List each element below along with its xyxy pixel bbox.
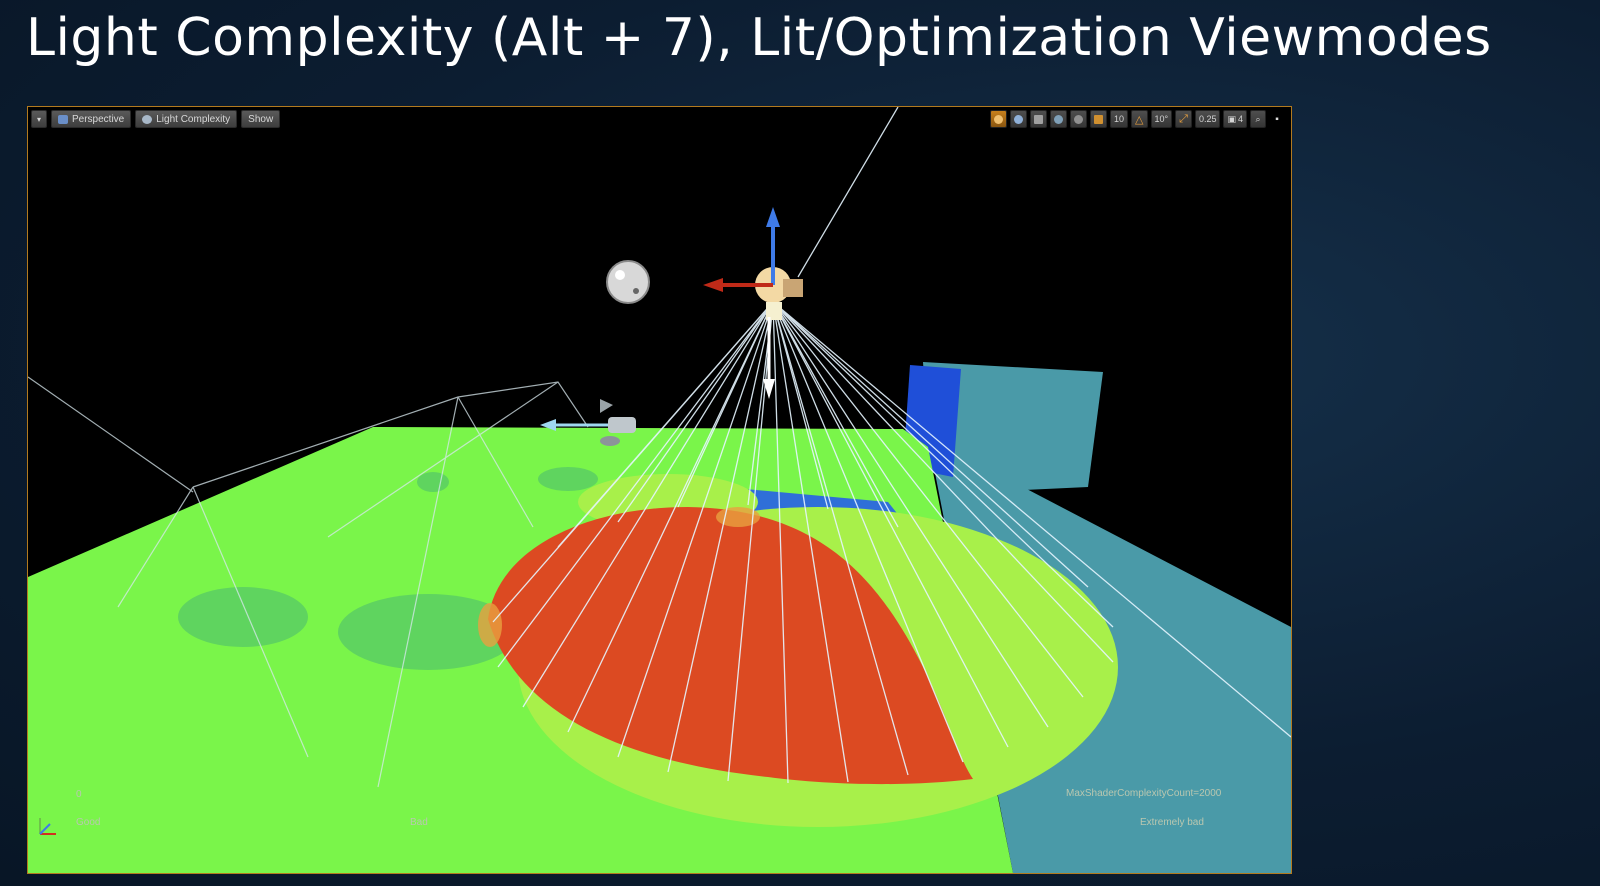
player-start-icon[interactable]	[608, 417, 636, 433]
secondary-light-wireframe	[28, 376, 589, 788]
viewmode-label: Light Complexity	[156, 113, 231, 125]
max-shader-complexity-label: MaxShaderComplexityCount=2000	[1066, 788, 1222, 799]
translate-icon	[994, 114, 1004, 124]
scale-icon	[1034, 114, 1044, 124]
perspective-label: Perspective	[72, 113, 125, 125]
camera-icon: ▣	[1227, 113, 1236, 124]
maximize-viewport-button[interactable]: ⌕	[1250, 110, 1266, 128]
camera-speed-button[interactable]: ▣ 4	[1223, 110, 1247, 128]
restore-icon: ▪	[1275, 113, 1279, 125]
viewmode-button[interactable]: Light Complexity	[135, 110, 238, 128]
sphere-reflection-capture[interactable]	[606, 260, 650, 304]
player-start-base	[600, 436, 620, 446]
legend-good-label: Good	[76, 817, 101, 828]
viewmode-icon	[142, 114, 153, 124]
camera-speed-label: 4	[1237, 114, 1243, 124]
player-start-actor[interactable]	[540, 399, 636, 446]
restore-viewport-button[interactable]: ▪	[1269, 110, 1285, 128]
maximize-icon: ⌕	[1255, 113, 1261, 124]
mesh-patch-1	[178, 587, 308, 647]
surface-snap-button[interactable]	[1070, 110, 1088, 128]
orange-edge-top	[716, 507, 760, 527]
rotation-snap-value-label: 10°	[1154, 114, 1169, 124]
spotlight-cone-indicator	[766, 302, 782, 320]
legend-extremely-bad-label: Extremely bad	[1140, 817, 1204, 828]
scale-snap-value-label: 0.25	[1198, 114, 1217, 124]
gizmo-x-arrow[interactable]	[703, 278, 723, 292]
grid-snap-value-label: 10	[1114, 114, 1125, 124]
slide-title: Light Complexity (Alt + 7), Lit/Optimiza…	[26, 8, 1492, 68]
viewport-toolbar-left: ▾ Perspective Light Complexity Show	[31, 110, 281, 128]
player-start-flag	[600, 399, 613, 413]
scale-snap-icon: ⤢	[1179, 112, 1188, 125]
scale-snap-toggle[interactable]: ⤢	[1175, 110, 1192, 128]
spotlight-body	[783, 279, 803, 297]
rotate-mode-button[interactable]	[1010, 110, 1028, 128]
axis-indicator	[39, 818, 56, 835]
chevron-down-icon: ▾	[36, 114, 41, 124]
spotlight-actor[interactable]	[703, 207, 803, 399]
show-button[interactable]: Show	[241, 110, 281, 128]
scale-mode-button[interactable]	[1030, 110, 1048, 128]
mesh-patch-4	[538, 467, 598, 491]
show-label: Show	[248, 113, 274, 125]
rotation-snap-toggle[interactable]: △	[1131, 110, 1148, 128]
mesh-patch-3	[417, 472, 449, 492]
teal-cube	[923, 362, 1103, 492]
rotate-icon	[1014, 114, 1024, 124]
angle-icon: △	[1135, 113, 1144, 126]
scale-snap-value[interactable]: 0.25	[1194, 110, 1221, 128]
grid-snap-toggle[interactable]	[1090, 110, 1108, 128]
level-viewport[interactable]: ▾ Perspective Light Complexity Show 10 △…	[27, 106, 1292, 874]
viewport-scene[interactable]	[28, 107, 1291, 873]
rotation-snap-value[interactable]: 10°	[1150, 110, 1173, 128]
perspective-button[interactable]: Perspective	[51, 110, 132, 128]
orange-edge-left	[478, 603, 502, 647]
grid-icon	[1094, 114, 1104, 124]
perspective-icon	[58, 114, 68, 124]
viewport-toolbar-right: 10 △ 10° ⤢ 0.25 ▣ 4 ⌕ ▪	[990, 110, 1285, 128]
surface-snap-icon	[1074, 114, 1084, 124]
gizmo-z-arrow[interactable]	[766, 207, 780, 227]
directional-arrow-head	[540, 419, 556, 431]
legend-zero-label: 0	[76, 789, 82, 800]
legend-bad-label: Bad	[410, 817, 428, 828]
grid-snap-value[interactable]: 10	[1110, 110, 1129, 128]
light-direction-arrowhead	[763, 379, 775, 399]
globe-icon	[1054, 114, 1064, 124]
viewport-options-button[interactable]: ▾	[31, 110, 47, 128]
mesh-patch-2	[338, 594, 518, 670]
translate-mode-button[interactable]	[990, 110, 1008, 128]
world-local-toggle[interactable]	[1050, 110, 1068, 128]
